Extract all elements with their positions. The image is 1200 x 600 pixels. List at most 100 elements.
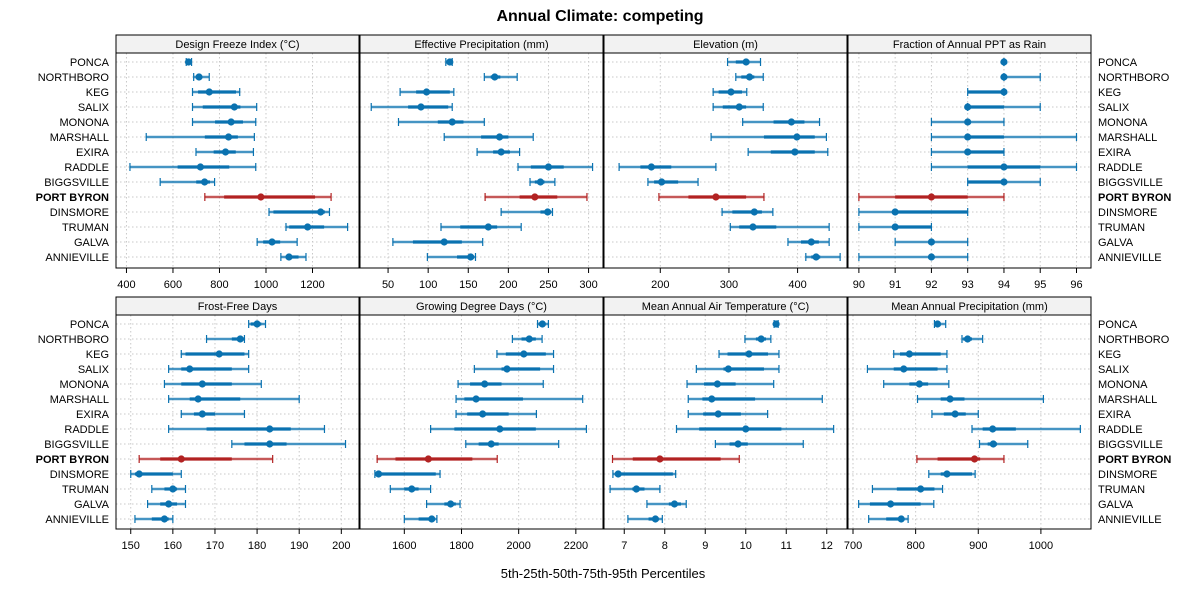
median-point [448, 118, 456, 126]
interval-truman [389, 485, 432, 493]
interval-dinsmore [268, 208, 331, 216]
x-tick-label: 150 [459, 279, 477, 291]
interval-ponca [248, 320, 267, 328]
x-tick-label: 800 [210, 279, 228, 291]
row-label: NORTHBORO [38, 334, 110, 346]
median-point [708, 395, 716, 403]
interval-ponca [772, 320, 780, 328]
interval-northboro [735, 73, 764, 81]
panels-group: Design Freeze Index (°C) 400 600 800 1000 120… [115, 34, 1092, 552]
interval-marshall [916, 395, 1045, 403]
row-label: TRUMAN [62, 484, 109, 496]
median-point [933, 320, 942, 328]
median-point [525, 335, 533, 343]
median-point [422, 88, 431, 96]
interval-marshall [710, 133, 828, 141]
x-tick-label: 90 [853, 279, 865, 291]
median-point [428, 515, 436, 523]
interval-raddle [930, 163, 1078, 171]
interval-port-byron [916, 455, 1005, 463]
interval-port-byron [658, 193, 765, 201]
panel-2: Effective Precipitation (mm) 50 100 150 200 2… [359, 34, 604, 291]
interval-marshall [168, 395, 300, 403]
median-point [946, 395, 954, 403]
interval-galva [646, 500, 687, 508]
row-label: EXIRA [76, 147, 110, 159]
row-label: NORTHBORO [1098, 72, 1170, 84]
median-point [447, 500, 455, 508]
panel-frame [847, 314, 1092, 530]
interval-salix [168, 365, 250, 373]
median-point [446, 58, 454, 66]
row-label: PONCA [70, 319, 110, 331]
interval-exira [931, 410, 979, 418]
interval-marshall [930, 133, 1078, 141]
interval-raddle [971, 425, 1081, 433]
median-point [745, 350, 753, 358]
row-label: MARSHALL [50, 132, 109, 144]
median-point [1000, 178, 1008, 186]
x-tick-label: 900 [969, 540, 987, 552]
interval-biggsville [978, 440, 1029, 448]
interval-annieville [805, 253, 841, 261]
row-label: PORT BYRON [36, 454, 109, 466]
row-label: ANNIEVILLE [1098, 514, 1162, 526]
row-label: RADDLE [1098, 424, 1143, 436]
x-tick-label: 50 [382, 279, 394, 291]
interval-marshall [455, 395, 584, 403]
median-point [964, 133, 972, 141]
interval-dinsmore [721, 208, 774, 216]
interval-keg [718, 350, 780, 358]
median-point [1000, 58, 1008, 66]
row-label: PONCA [1098, 57, 1138, 69]
interval-annieville [858, 253, 969, 261]
median-point [467, 253, 475, 261]
row-label: EXIRA [1098, 147, 1132, 159]
interval-biggsville [231, 440, 347, 448]
x-tick-label: 7 [621, 540, 627, 552]
median-point [632, 485, 641, 493]
interval-exira [930, 148, 1005, 156]
median-point [198, 380, 206, 388]
panel-title: Effective Precipitation (mm) [414, 39, 548, 51]
interval-salix [191, 103, 258, 111]
median-point [651, 515, 660, 523]
median-point [964, 118, 972, 126]
x-tick-label: 12 [821, 540, 833, 552]
row-label: ANNIEVILLE [45, 252, 109, 264]
interval-monona [686, 380, 775, 388]
panel-title: Mean Annual Air Temperature (°C) [642, 301, 809, 313]
row-label: RADDLE [64, 162, 109, 174]
median-point [224, 133, 233, 141]
row-label: DINSMORE [50, 469, 109, 481]
row-label: KEG [86, 349, 109, 361]
interval-galva [256, 238, 298, 246]
interval-truman [440, 223, 522, 231]
panel-frame [115, 52, 360, 269]
median-point [891, 223, 899, 231]
median-point [1000, 73, 1008, 81]
x-tick-label: 94 [998, 279, 1010, 291]
row-label: BIGGSVILLE [44, 177, 109, 189]
row-label: PORT BYRON [1098, 192, 1171, 204]
interval-marshall [687, 395, 823, 403]
row-label: GALVA [1098, 237, 1134, 249]
median-point [793, 133, 801, 141]
median-point [742, 425, 750, 433]
x-tick-label: 1200 [300, 279, 324, 291]
median-point [745, 73, 754, 81]
median-point [417, 103, 425, 111]
interval-salix [866, 365, 948, 373]
median-point [915, 380, 923, 388]
x-axis-label: 5th-25th-50th-75th-95th Percentiles [501, 566, 706, 581]
median-point [205, 88, 213, 96]
interval-truman [858, 223, 933, 231]
interval-dinsmore [858, 208, 969, 216]
median-point [727, 88, 735, 96]
interval-salix [712, 103, 764, 111]
median-point [520, 350, 528, 358]
interval-raddle [129, 163, 257, 171]
x-tick-label: 1800 [449, 540, 473, 552]
interval-biggsville [465, 440, 560, 448]
x-tick-label: 2000 [506, 540, 530, 552]
